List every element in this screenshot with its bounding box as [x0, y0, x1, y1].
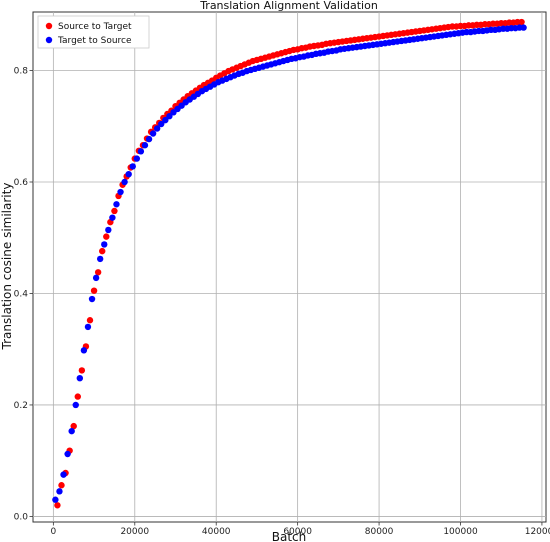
legend-label-source-to-target: Source to Target	[58, 22, 132, 32]
data-point	[86, 317, 94, 324]
plot-area	[32, 11, 547, 523]
data-point	[162, 116, 169, 124]
data-point	[96, 255, 104, 263]
data-point	[113, 201, 120, 208]
x-tick-label: 100000	[443, 527, 478, 537]
data-point	[129, 163, 136, 170]
y-tick-label: 0.6	[14, 178, 29, 188]
y-tick-label: 0.2	[14, 401, 28, 411]
data-point	[72, 401, 79, 409]
data-point	[76, 374, 84, 382]
data-point	[80, 347, 88, 354]
data-point	[145, 135, 153, 143]
x-tick-label: 20000	[120, 527, 149, 537]
data-point	[56, 488, 63, 495]
data-point	[105, 226, 112, 234]
data-point	[103, 233, 110, 240]
data-point	[149, 130, 157, 137]
data-point	[92, 274, 100, 282]
data-point	[74, 393, 81, 400]
x-tick-label: 120000	[525, 527, 550, 537]
data-point	[99, 247, 106, 255]
x-tick-label: 0	[50, 527, 56, 537]
data-point	[60, 471, 67, 478]
data-point	[109, 214, 116, 221]
y-tick-label: 0.0	[14, 512, 29, 522]
x-axis-ticks: 0 20000 40000 60000 80000 100000 120000	[50, 522, 550, 537]
data-point	[111, 207, 118, 215]
x-tick-label: 40000	[202, 527, 231, 537]
data-point	[94, 269, 102, 276]
series-layer	[52, 18, 527, 509]
data-point	[101, 241, 108, 248]
x-tick-label: 80000	[365, 527, 394, 537]
chart-title: Translation Alignment Validation	[199, 0, 378, 12]
data-point	[520, 24, 527, 31]
data-point	[84, 323, 92, 331]
data-point	[54, 502, 61, 509]
data-point	[121, 178, 128, 186]
data-point	[70, 422, 77, 430]
legend: Source to Target Target to Source	[37, 15, 150, 49]
data-point	[88, 295, 96, 303]
x-tick-label: 60000	[283, 527, 312, 537]
y-tick-label: 0.8	[14, 67, 29, 77]
y-tick-label: 0.4	[14, 289, 29, 299]
data-point	[518, 18, 525, 26]
data-point	[133, 155, 141, 162]
series-target-to-source	[52, 24, 527, 503]
data-point	[137, 148, 145, 155]
data-point	[117, 188, 124, 196]
y-axis-title: Translation cosine similarity	[0, 183, 14, 351]
data-point	[153, 125, 161, 132]
data-point	[158, 120, 165, 128]
data-point	[68, 427, 75, 435]
legend-label-target-to-source: Target to Source	[57, 36, 132, 46]
data-point	[90, 287, 98, 294]
legend-box	[37, 15, 150, 49]
data-point	[166, 113, 173, 120]
x-axis-title: Batch	[272, 530, 307, 542]
data-point	[58, 482, 65, 489]
data-point	[78, 367, 86, 374]
data-point	[64, 450, 71, 458]
data-point	[52, 496, 59, 503]
legend-marker-target-to-source	[45, 36, 53, 44]
data-point	[125, 170, 132, 178]
legend-marker-source-to-target	[45, 22, 53, 30]
y-axis-ticks: 0.0 0.2 0.4 0.6 0.8	[14, 67, 33, 522]
grid-lines	[33, 12, 546, 522]
data-point	[141, 142, 149, 149]
